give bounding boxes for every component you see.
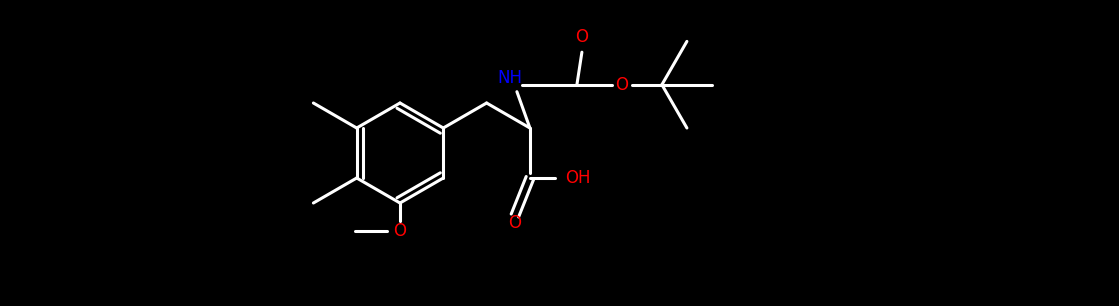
Text: NH: NH xyxy=(498,69,523,87)
Text: O: O xyxy=(394,222,406,240)
Text: O: O xyxy=(615,76,629,94)
Text: OH: OH xyxy=(565,169,590,187)
Text: O: O xyxy=(508,214,521,232)
Text: O: O xyxy=(575,28,589,46)
